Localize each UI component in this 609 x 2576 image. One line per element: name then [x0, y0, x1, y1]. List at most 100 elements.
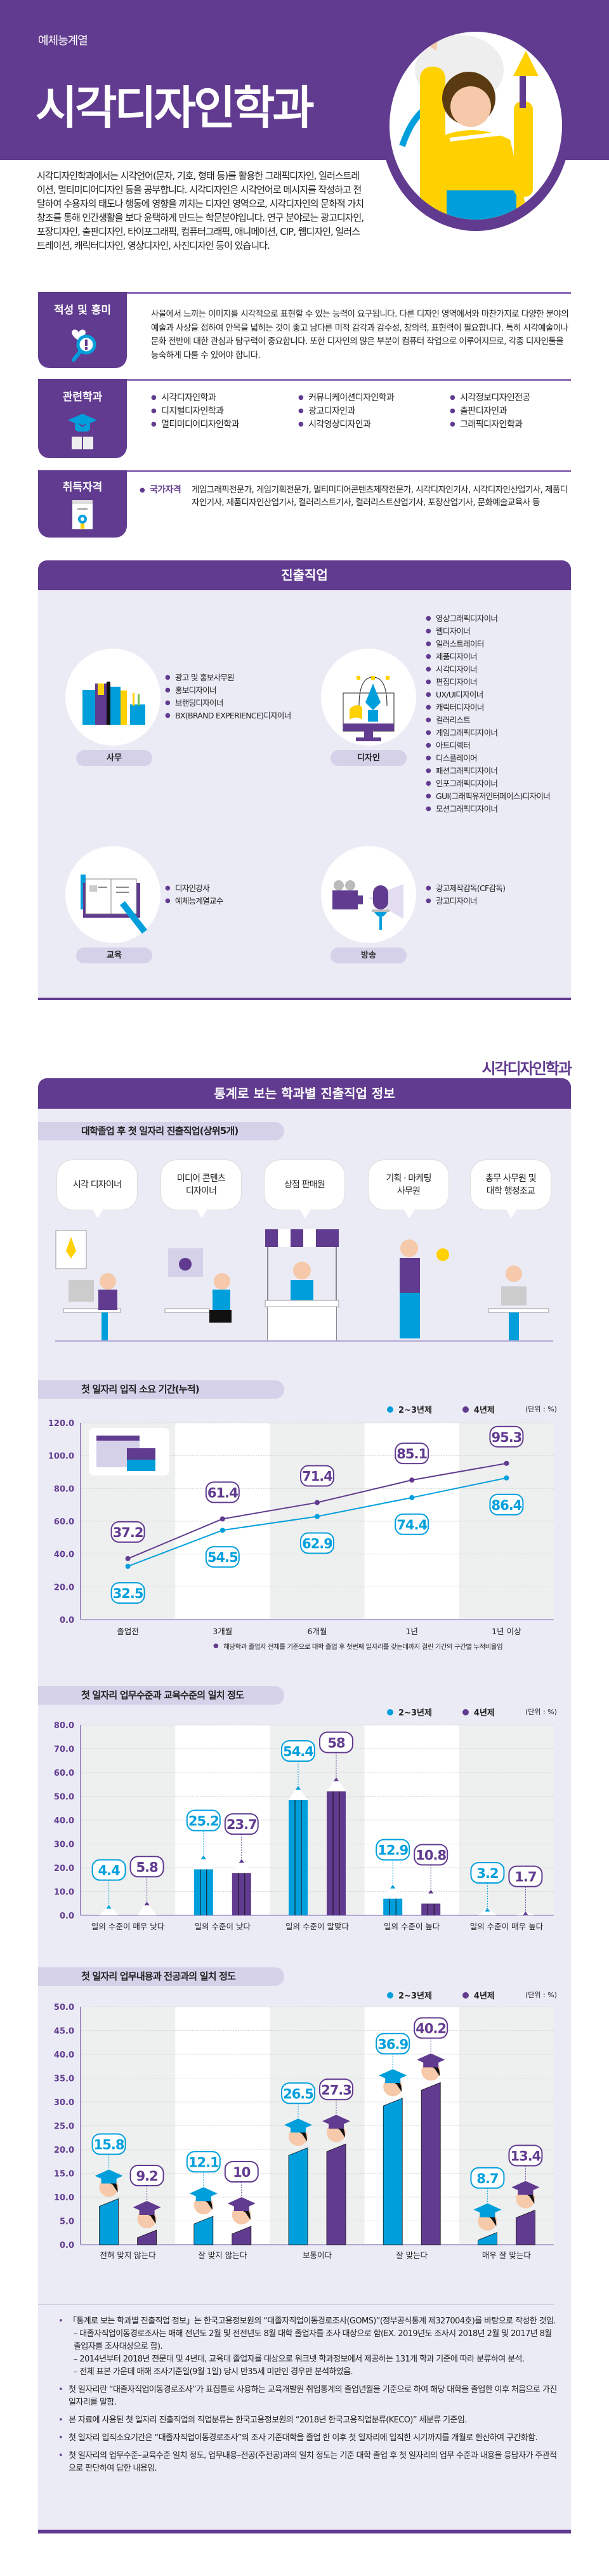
chart-major-match: 0.0 5.0 10.0 15.0 20.0 25.0 30.0 35.0 40.0 45.0 50… — [54, 2003, 554, 2260]
legend-label: 2~3년제 — [398, 1991, 432, 2001]
mortarboard-base — [139, 2210, 155, 2215]
job-label: 웹디자이너 — [436, 626, 471, 636]
footnote-item: 첫 일자리의 업무수준–교육수준 일치 정도, 업무내용–전공(주전공)과의 일… — [58, 2450, 557, 2475]
open-book-pencil-icon — [81, 875, 147, 934]
pencil-bar — [232, 1873, 251, 1915]
pencil-bar — [421, 1903, 441, 1915]
data-label: 86.4 — [491, 1498, 521, 1513]
job-label: 예체능계열교수 — [175, 896, 223, 906]
mortarboard-base — [195, 2196, 211, 2202]
job-item: ● 광고 및 홍보사무원 — [165, 673, 235, 682]
y-tick-label: 45.0 — [54, 2027, 74, 2037]
pencil-tip — [327, 1777, 346, 1792]
job-item: ● 컬러리스트 — [426, 715, 471, 725]
aptitude-label: 적성 및 흥미 — [53, 304, 112, 317]
data-label: 61.4 — [207, 1485, 238, 1500]
y-tick-label: 60.0 — [54, 1769, 74, 1778]
related-item: ● 커뮤니케이션디자인학과 — [298, 393, 395, 403]
data-label: 71.4 — [302, 1469, 332, 1484]
data-point — [504, 1475, 509, 1481]
y-tick-label: 30.0 — [54, 2098, 74, 2108]
footnotes: 「통계로 보는 학과별 진출직업 정보」는 한국고용정보원의 “대졸자직업이동경… — [58, 2315, 557, 2480]
data-point — [125, 1556, 131, 1561]
job-label: 브랜딩디자이너 — [175, 698, 223, 708]
y-tick-label: 120.0 — [48, 1419, 74, 1429]
data-label-box — [281, 2082, 315, 2104]
job-label: 광고디자이너 — [436, 896, 478, 906]
related-item: ● 멀티미디어디자인학과 — [151, 419, 240, 430]
footnote-text: 본 자료에 사용된 첫 일자리 진출직업의 직업분류는 한국고용정보원의 “20… — [69, 2415, 467, 2425]
job-label: GUI(그래픽유저인터페이스)디자이너 — [436, 791, 551, 801]
pencil-tip — [232, 1859, 251, 1873]
footnote-subitem: – 대졸자직업이동경로조사는 매해 전년도 2월 및 전전년도 8월 대학 졸업… — [74, 2329, 552, 2351]
related-item-label: 출판디자인과 — [460, 406, 507, 416]
data-label-box — [91, 1859, 126, 1881]
data-point — [315, 1514, 320, 1519]
x-tick-label: 전혀 맞지 않는다 — [100, 2250, 156, 2260]
pencil-lead — [144, 1901, 150, 1906]
legend-marker-s1 — [387, 1406, 393, 1413]
top-job-bubble: 총무 사무원 및 대학 행정조교 — [470, 1159, 551, 1219]
data-point — [219, 1516, 225, 1522]
job-item: ● 게임그래픽디자이너 — [426, 728, 498, 737]
y-tick-label: 40.0 — [54, 1816, 74, 1826]
data-label: 85.1 — [396, 1446, 427, 1462]
marketing-clerk-figure — [400, 1239, 449, 1338]
x-tick-label: 일의 수준이 매우 낮다 — [91, 1922, 165, 1931]
data-label-box — [319, 2078, 353, 2101]
job-label: 홍보디자이너 — [175, 685, 217, 695]
pen-tool-monitor-icon — [343, 676, 395, 741]
aptitude-header: 적성 및 흥미 — [38, 292, 127, 368]
job-label: 디스플레이어 — [436, 753, 478, 763]
chart1-title: 첫 일자리 입직 소요 기간(누적) — [38, 1380, 284, 1399]
job-item: ● 편집디자이너 — [426, 677, 478, 687]
y-tick-label: 20.0 — [54, 1864, 74, 1873]
job-item: ● BX(BRAND EXPERIENCE)디자이너 — [165, 711, 291, 720]
legend-marker-s2 — [462, 1406, 469, 1413]
job-label: 일러스트레이터 — [436, 639, 484, 649]
education-job-list: ● 디자인강사 ● 예체능계열교수 — [165, 882, 223, 908]
legend-label: 4년제 — [473, 1991, 495, 2001]
pencil-bar — [289, 1800, 308, 1915]
design-label: 디자인 — [331, 750, 407, 766]
y-tick-label: 35.0 — [54, 2075, 74, 2084]
aptitude-text: 사물에서 느끼는 이미지를 시각적으로 표현할 수 있는 능력이 요구됩니다. … — [151, 309, 569, 360]
x-tick-label: 일의 수준이 높다 — [384, 1922, 440, 1931]
x-tick-label: 잘 맞는다 — [396, 2250, 428, 2260]
related-label: 관련학과 — [62, 391, 103, 404]
jobs-section: 사무 ● 광고 및 홍보사무원 ● 홍보디자이너 ● 브랜딩디자이너 ● BX(BRAN… — [38, 590, 571, 1000]
mortarboard-base — [423, 2062, 439, 2068]
legend-marker-s2 — [462, 1991, 469, 1998]
briefcase-icon-top — [127, 1448, 155, 1460]
job-label: 제품디자이너 — [436, 652, 478, 661]
data-label: 54.4 — [283, 1744, 313, 1759]
job-label: 광고제작감독(CF감독) — [436, 883, 506, 893]
job-item: ● GUI(그래픽유저인터페이스)디자이너 — [426, 791, 551, 801]
chart1-note: ● 해당학과 졸업자 전체를 기준으로 대학 졸업 후 첫번째 일자리를 갖는데까… — [213, 1642, 503, 1651]
data-label-box — [281, 1740, 315, 1762]
chart1-legend: 2~3년제 4년제 — [387, 1403, 495, 1415]
related-item-label: 시각영상디자인과 — [308, 419, 371, 430]
chart2-title: 첫 일자리 업무수준과 교육수준의 일치 정도 — [38, 1686, 284, 1705]
calendar-icon-top — [96, 1436, 140, 1441]
x-tick-label: 매우 잘 맞는다 — [482, 2250, 531, 2260]
pencil-tip — [421, 1889, 441, 1904]
job-label: 인포그래픽디자이너 — [436, 779, 498, 788]
mortarboard-base — [291, 2127, 306, 2133]
x-tick-label: 1년 — [405, 1627, 417, 1636]
job-item: ● 제품디자이너 — [426, 652, 478, 661]
admin-assistant-figure — [488, 1265, 549, 1340]
chart3-legend: 2~3년제 4년제 — [387, 1989, 495, 2001]
mortarboard-base — [101, 2178, 117, 2184]
certs-header: 취득자격 — [38, 470, 127, 538]
office-job-list: ● 광고 및 홍보사무원 ● 홍보디자이너 ● 브랜딩디자이너 ● BX(BRAND E… — [165, 671, 291, 722]
data-label: 40.2 — [416, 2021, 446, 2037]
footnote-subitem: – 전체 표본 가운데 매해 조사기준일(9월 1일) 당시 만35세 미만인 … — [74, 2367, 353, 2377]
related-item-label: 시각디자인학과 — [161, 393, 216, 403]
graduate-bar — [288, 2147, 308, 2245]
data-label: 1.7 — [514, 1870, 536, 1885]
job-label: 모션그래픽디자이너 — [436, 804, 498, 814]
pencil-tip — [137, 1901, 157, 1915]
data-label: 95.3 — [491, 1430, 521, 1445]
pencil-lead — [296, 1786, 301, 1790]
